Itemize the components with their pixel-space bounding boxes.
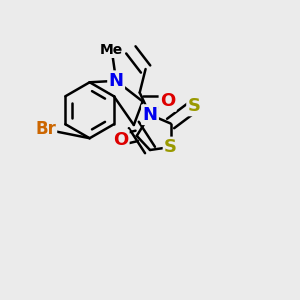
Text: O: O bbox=[113, 131, 128, 149]
Text: S: S bbox=[164, 138, 177, 156]
Text: O: O bbox=[160, 92, 175, 110]
Text: N: N bbox=[142, 106, 158, 124]
Text: N: N bbox=[109, 72, 124, 90]
Text: Me: Me bbox=[100, 43, 123, 57]
Text: Br: Br bbox=[35, 120, 56, 138]
Text: S: S bbox=[188, 97, 201, 115]
